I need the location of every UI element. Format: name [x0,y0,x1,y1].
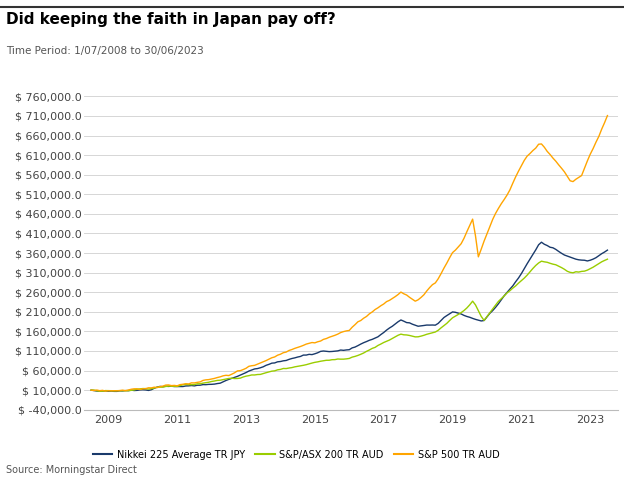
Text: Did keeping the faith in Japan pay off?: Did keeping the faith in Japan pay off? [6,12,336,27]
Legend: Nikkei 225 Average TR JPY, S&P/ASX 200 TR AUD, S&P 500 TR AUD: Nikkei 225 Average TR JPY, S&P/ASX 200 T… [89,446,504,464]
Text: Time Period: 1/07/2008 to 30/06/2023: Time Period: 1/07/2008 to 30/06/2023 [6,46,204,56]
Text: Source: Morningstar Direct: Source: Morningstar Direct [6,465,137,475]
